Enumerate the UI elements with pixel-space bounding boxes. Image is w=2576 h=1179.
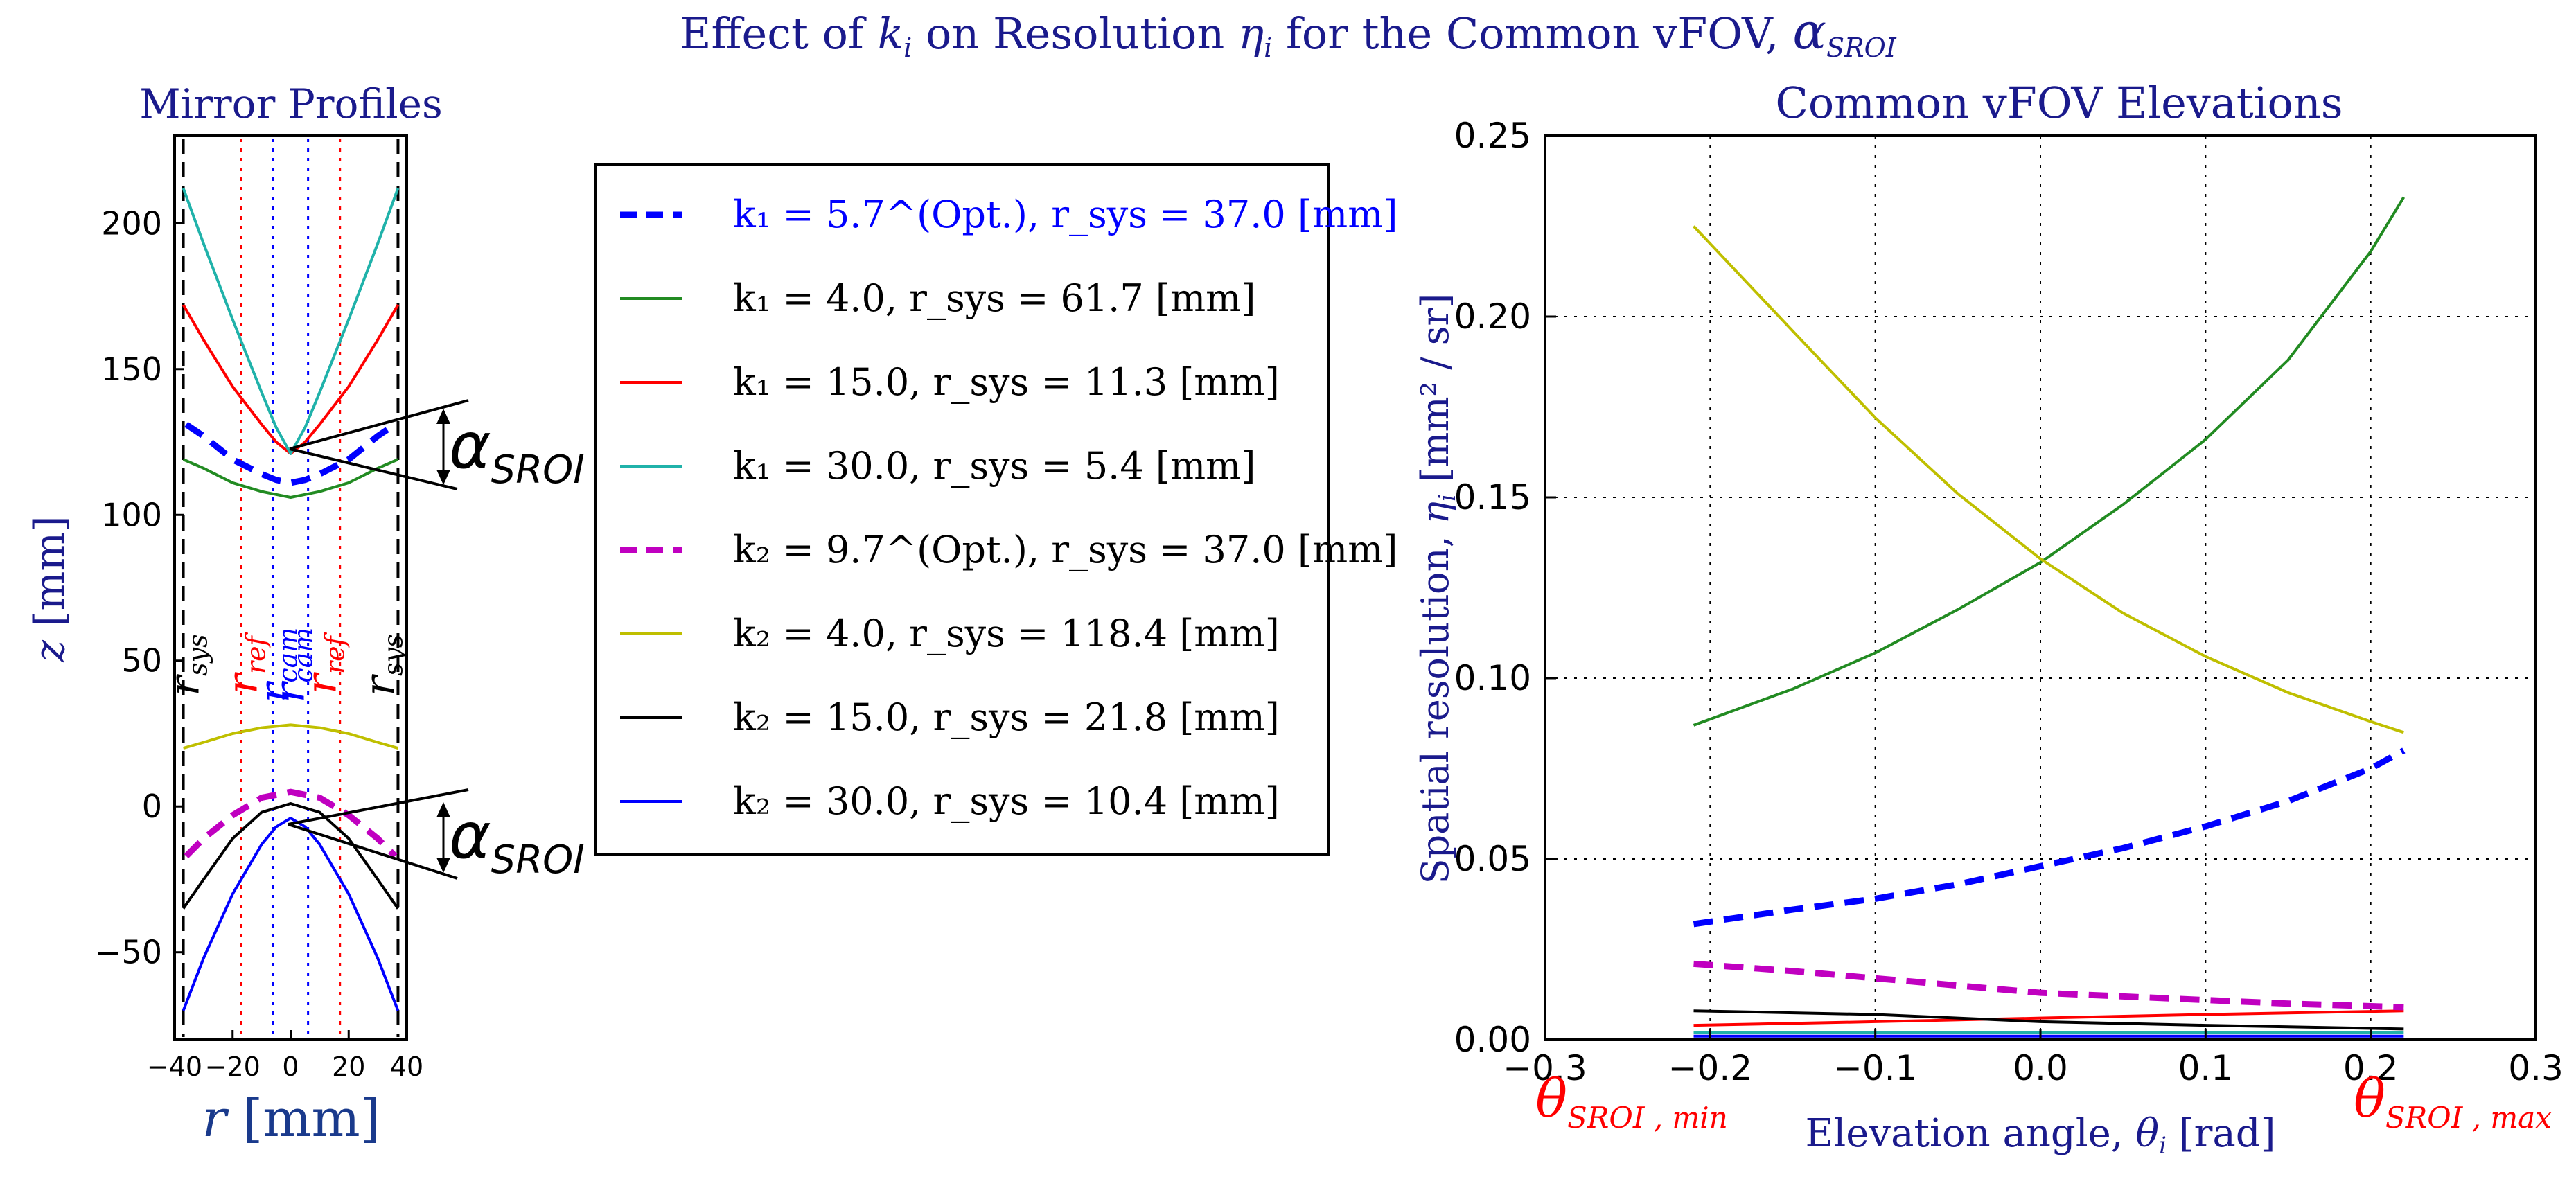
left-ytick-label-1: 0 [142, 788, 162, 825]
right-xtick-label-5: 0.2 [2343, 1048, 2399, 1088]
alpha-annotation-bottom [288, 788, 469, 880]
legend: k₁ = 5.7^(Opt.), r_sys = 37.0 [mm] k₁ = 4… [594, 163, 1398, 856]
vline-label-5: rsys [355, 634, 408, 695]
mirror-profiles-panel: Mirror Profiles −40 −20 0 20 40 −50 0 50 100 150 2… [26, 80, 585, 1149]
resolution-panel: Common vFOV Elevations −0.3 −0.2 −0.1 0.0 0.… [1413, 78, 2564, 1160]
right-xtick-label-1: −0.2 [1668, 1048, 1752, 1088]
right-ytick-label-3: 0.15 [1454, 477, 1531, 517]
resolution-series-5 [1693, 225, 2404, 734]
alpha-label-top: αSROI [449, 409, 585, 493]
legend-label-1: k₁ = 4.0, r_sys = 61.7 [mm] [733, 276, 1255, 320]
resolution-series-1 [1693, 196, 2406, 727]
left-xlabel: r [mm] [202, 1089, 380, 1149]
left-ytick-label-3: 100 [101, 496, 162, 533]
legend-label-5: k₂ = 4.0, r_sys = 118.4 [mm] [733, 612, 1280, 655]
right-ytick-label-0: 0.00 [1454, 1020, 1531, 1060]
left-xtick-label-0: −40 [147, 1052, 202, 1082]
resolution-series-2 [1693, 1009, 2404, 1027]
mirror-series-2 [182, 304, 400, 455]
left-ytick-label-0: −50 [95, 934, 162, 971]
left-xtick-label-3: 20 [332, 1052, 365, 1082]
vline-label-1: rref [218, 632, 271, 693]
legend-frame [594, 163, 1330, 856]
right-xtick-label-3: 0.0 [2013, 1048, 2068, 1088]
right-xtick-label-2: −0.1 [1833, 1048, 1917, 1088]
left-xtick-label-1: −20 [205, 1052, 261, 1082]
left-ytick-label-2: 50 [121, 642, 162, 680]
right-xtick-label-6: 0.3 [2508, 1048, 2564, 1088]
right-grid [1545, 136, 2536, 1040]
right-xtick-label-0: −0.3 [1503, 1048, 1587, 1088]
mirror-series-4 [184, 788, 398, 858]
right-xtick-label-4: 0.1 [2178, 1048, 2234, 1088]
resolution-series-4 [1693, 960, 2404, 1011]
legend-label-6: k₂ = 15.0, r_sys = 21.8 [mm] [733, 695, 1280, 739]
right-series [1693, 196, 2406, 1038]
vline-label-3: rcam [266, 628, 319, 703]
vline-label-0: rsys [161, 634, 213, 695]
left-ytick-label-5: 200 [101, 204, 162, 242]
right-ytick-label-5: 0.25 [1454, 116, 1531, 156]
left-ytick-label-4: 150 [101, 351, 162, 388]
legend-label-3: k₁ = 30.0, r_sys = 5.4 [mm] [733, 444, 1255, 488]
mirror-series-7 [182, 817, 400, 1011]
legend-label-7: k₂ = 30.0, r_sys = 10.4 [mm] [733, 779, 1280, 823]
right-title: Common vFOV Elevations [1775, 78, 2343, 128]
vline-label-4: rref [298, 632, 351, 693]
vline-label-2: rcam [250, 628, 303, 703]
mirror-series-1 [182, 458, 399, 499]
mirror-series-5 [183, 723, 398, 750]
figure-title: Effect of ki on Resolution ηi for the Co… [680, 2, 1897, 63]
resolution-series-0 [1693, 747, 2406, 928]
alpha-label-bottom: αSROI [449, 799, 585, 883]
mirror-series-0 [184, 422, 397, 486]
alpha-annotation-top [289, 399, 469, 490]
theta-max-label: θSROI , max [2354, 1067, 2552, 1135]
left-xtick-label-2: 0 [282, 1052, 299, 1082]
right-ytick-label-1: 0.05 [1454, 839, 1531, 879]
legend-label-4: k₂ = 9.7^(Opt.), r_sys = 37.0 [mm] [733, 528, 1398, 571]
right-xlabel: Elevation angle, θi [rad] [1806, 1111, 2276, 1160]
left-xtick-label-4: 40 [390, 1052, 423, 1082]
resolution-series-6 [1693, 1009, 2404, 1031]
right-ytick-label-2: 0.10 [1454, 658, 1531, 698]
legend-label-0: k₁ = 5.7^(Opt.), r_sys = 37.0 [mm] [733, 193, 1398, 236]
right-ytick-label-4: 0.20 [1454, 296, 1531, 337]
left-ylabel: z [mm] [26, 515, 74, 662]
theta-min-label: θSROI , min [1535, 1067, 1728, 1135]
legend-label-2: k₁ = 15.0, r_sys = 11.3 [mm] [733, 360, 1280, 404]
left-axes-frame [173, 134, 408, 1041]
left-vlines [182, 139, 400, 1037]
mirror-series-3 [182, 188, 400, 455]
mirror-series-6 [182, 802, 400, 910]
right-ticks: −0.3 −0.2 −0.1 0.0 0.1 0.2 0.3 0.00 0.05 0.10 0.15… [1454, 116, 2564, 1088]
left-ticks: −40 −20 0 20 40 −50 0 50 100 150 200 [95, 204, 423, 1082]
left-series [182, 188, 400, 1011]
left-title: Mirror Profiles [139, 80, 442, 127]
right-ylabel: Spatial resolution, ηi [mm² / sr] [1413, 294, 1461, 885]
